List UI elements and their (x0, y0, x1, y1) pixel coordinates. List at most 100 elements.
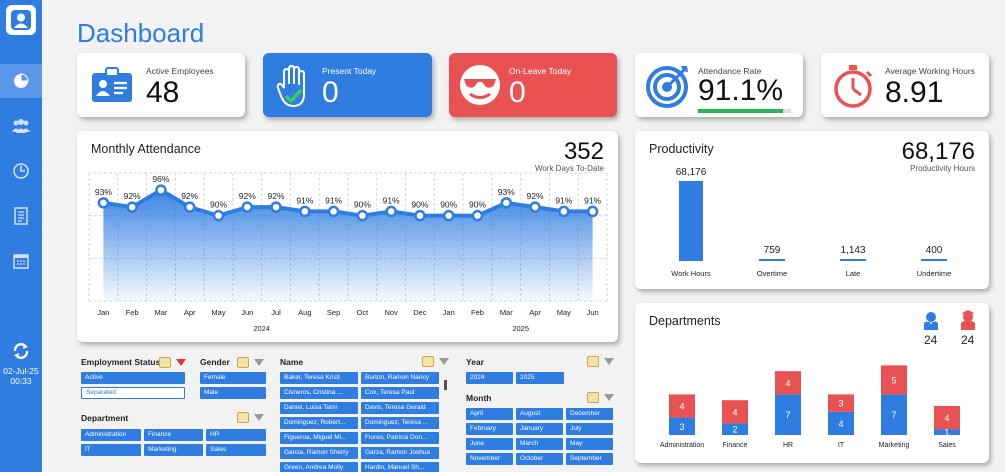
attendance-point (356, 209, 369, 222)
attendance-point (299, 205, 311, 218)
sidebar-item-calendar[interactable] (0, 244, 42, 278)
slicer-item-separated[interactable]: Separated (81, 387, 185, 399)
slicer-item-employee-name[interactable]: Green, Andrea Molly (280, 462, 358, 472)
dept-data-label: 5 (891, 375, 896, 385)
slicer-item-month[interactable]: November (466, 453, 513, 465)
attendance-point (442, 209, 455, 222)
productivity-data-label: 68,176 (676, 167, 707, 178)
multi-select-icon[interactable] (237, 412, 249, 423)
slicer-item-2024[interactable]: 2024 (466, 372, 513, 384)
multi-select-icon[interactable] (587, 392, 599, 403)
productivity-x-tick: Work Hours (671, 269, 711, 278)
slicer-item-employee-name[interactable]: Burton, Ramon Nancy (361, 372, 439, 384)
attendance-data-label: 92% (181, 191, 198, 201)
avg-working-hours-value: 8.91 (885, 76, 944, 109)
slicer-item-employee-name[interactable]: Dominguez, Teresa ... (361, 417, 439, 429)
clear-filter-icon[interactable] (604, 394, 614, 401)
slicer-item-male[interactable]: Male (200, 387, 266, 399)
name-slicer-scrollbar[interactable] (444, 380, 447, 390)
slicer-item-hr[interactable]: HR (206, 429, 266, 441)
attendance-x-tick: Nov (384, 308, 398, 317)
slicer-item-employee-name[interactable]: Cox, Teresa Paul (361, 387, 439, 399)
dept-data-label: 7 (785, 410, 790, 420)
attendance-point (241, 201, 254, 213)
kpi-attendance-rate: Attendance Rate 91.1% (635, 53, 803, 117)
departments-title: Departments (649, 314, 721, 328)
attendance-data-label: 93% (95, 187, 112, 197)
multi-select-icon[interactable] (159, 357, 171, 368)
slicer-item-employee-name[interactable]: Davis, Teresa Gerald (361, 402, 439, 414)
slicer-item-month[interactable]: January (516, 423, 563, 435)
clear-filter-icon[interactable] (604, 358, 614, 365)
slicer-item-finance[interactable]: Finance (144, 429, 203, 441)
departments-stacked-bar-chart: 3 4 Administration 2 4 Finance 7 4 HR 4 3 IT 7 5 Marke… (660, 365, 960, 449)
active-employees-value: 48 (146, 76, 180, 109)
multi-select-icon[interactable] (587, 356, 599, 367)
app-logo[interactable] (6, 5, 36, 35)
attendance-x-tick: Jul (271, 308, 281, 317)
sidebar-item-time[interactable] (0, 154, 42, 188)
clear-filter-icon[interactable] (439, 358, 449, 365)
last-refresh: 02-Jul-25 00:33 (0, 366, 42, 386)
slicer-item-month[interactable]: August (516, 408, 563, 420)
clear-filter-icon[interactable] (254, 359, 264, 366)
dept-bar-blue (934, 429, 960, 435)
slicer-item-employee-name[interactable]: Figueroa, Miguel Mi... (280, 432, 358, 444)
slicer-item-administration[interactable]: Administration (81, 429, 141, 441)
refresh-button[interactable] (0, 336, 42, 366)
slicer-item-month[interactable]: July (566, 423, 613, 435)
slicer-item-employee-name[interactable]: Baker, Teresa Kristi (280, 372, 358, 384)
slicer-item-it[interactable]: IT (81, 444, 141, 456)
slicer-item-month[interactable]: October (516, 453, 563, 465)
slicer-item-month[interactable]: February (466, 423, 513, 435)
attendance-x-tick: Jan (97, 308, 109, 317)
attendance-point (155, 184, 167, 196)
sidebar-item-reports[interactable] (0, 199, 42, 233)
department-slicer-tools (237, 412, 264, 423)
slicer-item-female[interactable]: Female (200, 372, 266, 384)
slicer-item-marketing[interactable]: Marketing (144, 444, 203, 456)
clear-filter-icon[interactable] (176, 359, 186, 366)
slicer-item-employee-name[interactable]: Garza, Ramon Joshua (361, 447, 439, 459)
page-title: Dashboard (77, 18, 205, 48)
attendance-data-label: 90% (440, 200, 457, 210)
attendance-data-label: 91% (325, 195, 342, 205)
name-slicer-tools (422, 356, 449, 367)
slicer-item-employee-name[interactable]: Daniel, Luisa Tami (280, 402, 358, 414)
slicer-item-employee-name[interactable]: Garcia, Ramon Sherry (280, 447, 358, 459)
dept-bar-blue (669, 417, 695, 435)
sidebar-item-employees[interactable] (0, 109, 42, 143)
slicer-item-month[interactable]: September (566, 453, 613, 465)
productivity-total: 68,176 (901, 138, 975, 165)
gender-slicer-tools (237, 357, 264, 368)
monthly-attendance-title: Monthly Attendance (91, 142, 201, 156)
dept-x-tick: Sales (938, 442, 956, 449)
refresh-time: 00:33 (10, 376, 32, 386)
employment-status-slicer-tools (159, 357, 186, 368)
slicer-item-2025[interactable]: 2025 (516, 372, 564, 384)
calendar-icon (13, 254, 29, 269)
attendance-x-tick: Aug (298, 308, 311, 317)
slicer-item-sales[interactable]: Sales (206, 444, 266, 456)
slicer-item-employee-name[interactable]: Dominguez, Robert... (280, 417, 358, 429)
year-slicer-title: Year (466, 357, 484, 367)
productivity-bar-chart: 68,176 Work Hours 759 Overtime 1,143 Late 400 U… (671, 167, 951, 278)
clear-filter-icon[interactable] (254, 414, 264, 421)
slicer-item-month[interactable]: April (466, 408, 513, 420)
slicer-item-month[interactable]: May (566, 438, 613, 450)
slicer-item-employee-name[interactable]: Cisneros, Cristina ... (280, 387, 358, 399)
attendance-point (500, 197, 513, 209)
attendance-x-tick: Sep (327, 308, 340, 317)
sidebar-item-dashboard[interactable] (0, 64, 42, 98)
dept-data-label: 4 (785, 378, 790, 388)
present-today-label: Present Today (322, 66, 377, 76)
slicer-item-month[interactable]: June (466, 438, 513, 450)
multi-select-icon[interactable] (237, 357, 249, 368)
multi-select-icon[interactable] (422, 356, 434, 367)
slicer-item-employee-name[interactable]: Hardin, Manuel Sh... (361, 462, 439, 472)
employment-status-slicer-title: Employment Status (81, 357, 161, 367)
slicer-item-active[interactable]: Active (81, 372, 185, 384)
slicer-item-employee-name[interactable]: Flores, Patricia Don... (361, 432, 439, 444)
slicer-item-month[interactable]: December (566, 408, 613, 420)
slicer-item-month[interactable]: March (516, 438, 563, 450)
